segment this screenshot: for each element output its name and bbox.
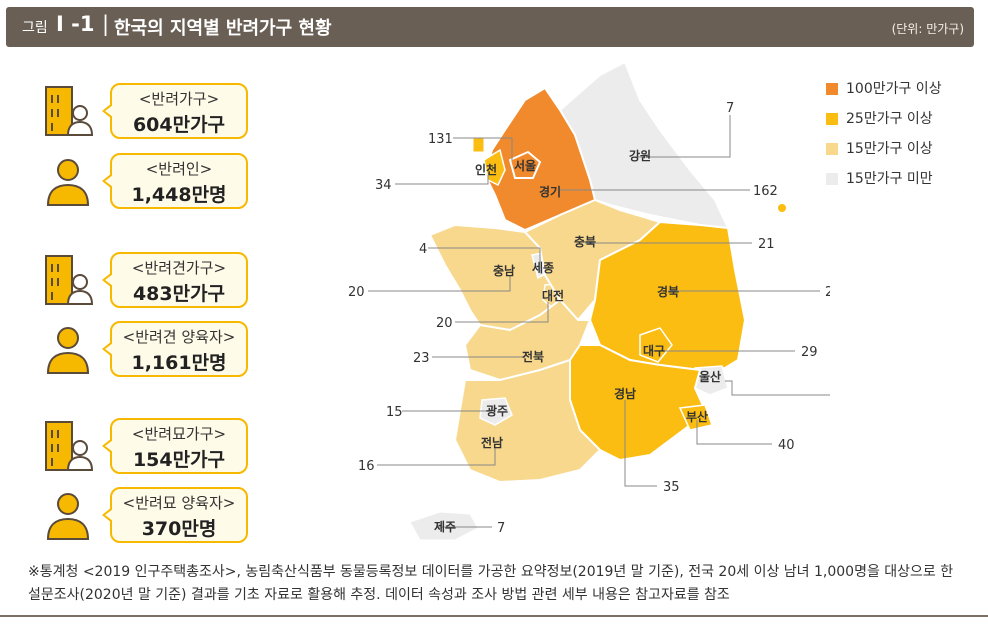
region-daegu bbox=[639, 327, 673, 363]
region-jeonnam bbox=[453, 358, 602, 484]
person-icon bbox=[46, 493, 90, 540]
value-daegu: 29 bbox=[801, 345, 818, 360]
person-icon bbox=[46, 327, 90, 374]
stat-label: <반려견 양육자> bbox=[122, 328, 236, 346]
apartment-person-icon bbox=[45, 255, 94, 305]
value-jeonnam: 16 bbox=[358, 459, 375, 474]
stat-value: 1,161만명 bbox=[131, 352, 227, 374]
value-busan: 40 bbox=[778, 438, 795, 453]
stat-value: 604만가구 bbox=[132, 114, 226, 136]
legend-swatch bbox=[826, 173, 838, 185]
label-chungbuk: 충북 bbox=[574, 234, 596, 249]
apartment-person-icon bbox=[45, 86, 94, 136]
value-gyeongbuk: 29 bbox=[825, 285, 830, 300]
stat-value: 483만가구 bbox=[132, 283, 226, 305]
leader-lines bbox=[368, 115, 830, 528]
stat-bubble: <반려묘가구> 154만가구 bbox=[102, 418, 248, 474]
legend-label: 100만가구 이상 bbox=[846, 81, 942, 97]
label-jeju: 제주 bbox=[434, 520, 456, 534]
value-jeju: 7 bbox=[497, 521, 505, 536]
value-gyeonggi: 162 bbox=[753, 184, 778, 199]
label-ulsan: 울산 bbox=[699, 369, 721, 384]
stat-bubble: <반려인> 1,448만명 bbox=[102, 153, 248, 209]
stat-label: <반려견가구> bbox=[131, 259, 227, 277]
apartment-person-icon bbox=[45, 421, 94, 471]
label-busan: 부산 bbox=[686, 409, 708, 424]
figure-number: I -1 bbox=[56, 12, 95, 36]
title-bar: 그림 I -1 | 한국의 지역별 반려가구 현황 (단위: 만가구) bbox=[6, 7, 974, 47]
label-jeonnam: 전남 bbox=[481, 435, 503, 450]
region-incheon bbox=[483, 148, 506, 187]
legend-swatch bbox=[826, 143, 838, 155]
region-jeju bbox=[409, 511, 479, 541]
region-seoul bbox=[508, 150, 542, 179]
label-gyeongbuk: 경북 bbox=[657, 285, 679, 299]
label-sejong: 세종 bbox=[532, 260, 554, 275]
page-title: 한국의 지역별 반려가구 현황 bbox=[114, 18, 332, 39]
unit-label: (단위: 만가구) bbox=[891, 22, 964, 36]
stat-value: 154만가구 bbox=[132, 449, 226, 471]
stat-bubble: <반려견 양육자> 1,161만명 bbox=[102, 321, 248, 377]
label-daejeon: 대전 bbox=[542, 288, 564, 303]
stat-label: <반려인> bbox=[145, 160, 213, 178]
stat-value: 370만명 bbox=[141, 518, 217, 540]
stat-label: <반려가구> bbox=[138, 90, 220, 108]
legend-swatch bbox=[826, 113, 838, 125]
label-gwangju: 광주 bbox=[486, 403, 508, 418]
legend-label: 25만가구 이상 bbox=[846, 111, 933, 127]
legend-swatch bbox=[826, 83, 838, 95]
region-ulleung bbox=[778, 204, 786, 212]
value-gangwon: 7 bbox=[726, 101, 734, 116]
korea-map: 인천 서울 경기 강원 충북 세종 충남 대전 경북 전북 대구 울산 경남 부… bbox=[348, 60, 830, 541]
label-incheon: 인천 bbox=[475, 162, 497, 177]
value-gyeongnam: 35 bbox=[663, 480, 680, 495]
stat-value: 1,448만명 bbox=[131, 184, 227, 206]
label-gyeonggi: 경기 bbox=[539, 184, 561, 199]
source-note: ※통계청 <2019 인구주택총조사>, 농림축산식품부 동물등록정보 데이터를… bbox=[28, 564, 954, 603]
stat-bubble: <반려묘 양육자> 370만명 bbox=[102, 487, 248, 543]
label-seoul: 서울 bbox=[514, 158, 536, 173]
value-gwangju: 15 bbox=[386, 405, 403, 420]
bottom-divider bbox=[0, 615, 988, 617]
value-incheon: 34 bbox=[375, 178, 392, 193]
value-chungbuk: 21 bbox=[758, 237, 775, 252]
label-gyeongnam: 경남 bbox=[614, 386, 636, 401]
figure-label: 그림 bbox=[22, 20, 48, 36]
region-gwangju bbox=[479, 397, 513, 426]
value-sejong: 4 bbox=[419, 242, 427, 257]
label-chungnam: 충남 bbox=[493, 263, 515, 278]
label-jeonbuk: 전북 bbox=[522, 349, 544, 364]
region-busan bbox=[678, 404, 713, 431]
label-gangwon: 강원 bbox=[629, 149, 651, 163]
stat-label: <반려묘 양육자> bbox=[122, 494, 236, 512]
value-jeonbuk: 23 bbox=[413, 351, 430, 366]
person-icon bbox=[46, 159, 90, 206]
stat-bubble: <반려가구> 604만가구 bbox=[102, 83, 248, 139]
stat-label: <반려묘가구> bbox=[131, 425, 227, 443]
region-incheon-island bbox=[472, 137, 485, 153]
legend-label: 15만가구 미만 bbox=[846, 171, 933, 187]
legend-label: 15만가구 이상 bbox=[846, 141, 933, 157]
value-seoul: 131 bbox=[428, 132, 453, 147]
value-chungnam: 20 bbox=[348, 285, 365, 300]
stat-bubble: <반려견가구> 483만가구 bbox=[102, 252, 248, 308]
label-daegu: 대구 bbox=[643, 344, 665, 358]
value-daejeon: 20 bbox=[436, 316, 453, 331]
title-separator: | bbox=[102, 12, 110, 36]
